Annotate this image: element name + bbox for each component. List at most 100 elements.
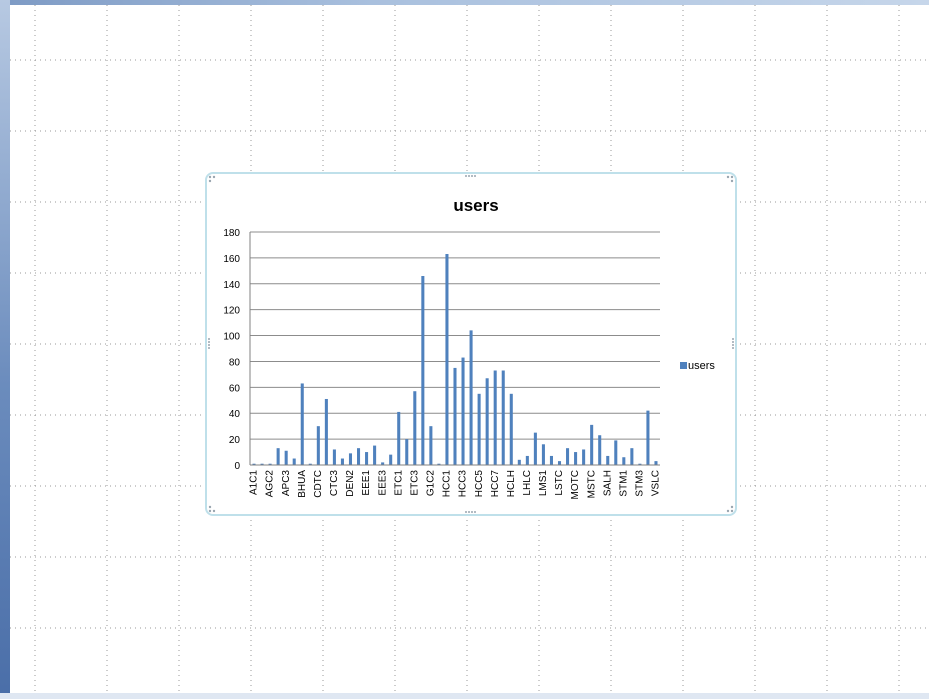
y-tick-label: 40 — [229, 409, 241, 420]
bar — [308, 463, 312, 465]
x-tick-label: CDTC — [313, 470, 324, 498]
handle-right-center[interactable] — [732, 338, 734, 349]
bar — [477, 393, 481, 465]
sheet-gridlines — [10, 5, 929, 693]
handle-bottom-center[interactable] — [465, 511, 476, 513]
handle-bottom-right-dot — [726, 509, 730, 513]
handle-top-center[interactable] — [465, 175, 476, 177]
bar — [590, 424, 594, 465]
handle-bottom-left[interactable] — [208, 509, 212, 513]
bar — [268, 463, 272, 465]
bar — [566, 448, 570, 465]
x-axis-labels: A1C1 AGC2 APC3 BHUA CDTC CTC3 DEN2 EEE1 EEE3 ETC1… — [249, 470, 662, 500]
x-tick-label: LSTC — [554, 470, 565, 496]
x-tick-label: HCLH — [506, 470, 517, 497]
x-tick-label: EEE1 — [361, 470, 372, 496]
window-left-border — [0, 0, 10, 699]
handle-left-center[interactable] — [208, 338, 210, 349]
legend-label: users — [688, 360, 715, 372]
x-tick-label: HCC1 — [442, 470, 453, 498]
bar — [453, 367, 457, 465]
bar — [445, 254, 449, 465]
bar — [340, 458, 344, 465]
y-tick-label: 120 — [223, 306, 240, 317]
selection-handles[interactable] — [208, 175, 734, 513]
bar — [509, 393, 513, 465]
x-tick-label: MOTC — [570, 470, 581, 499]
bar — [485, 378, 489, 465]
x-tick-label: G1C2 — [426, 470, 437, 497]
bar — [381, 462, 385, 465]
bar — [646, 410, 650, 465]
bar — [276, 448, 280, 465]
chart-container[interactable]: users 0 20 40 60 80 100 120 140 160 180 A1C1 AGC2 A… — [205, 172, 737, 516]
x-tick-label: CTC3 — [329, 470, 340, 497]
x-tick-label: A1C1 — [249, 470, 260, 495]
x-tick-label: HCC5 — [474, 470, 485, 498]
chart-title: users — [453, 196, 498, 215]
bar — [429, 426, 433, 465]
bar — [421, 276, 425, 465]
handle-bottom-right-dot — [730, 505, 734, 509]
handle-bottom-right[interactable] — [730, 509, 734, 513]
bars — [252, 254, 658, 465]
handle-top-left[interactable] — [208, 175, 212, 179]
x-tick-label: HCC7 — [490, 470, 501, 498]
bar — [365, 452, 369, 465]
bar — [654, 461, 658, 465]
bar — [630, 448, 634, 465]
bar — [517, 459, 521, 465]
x-tick-label: HCC3 — [458, 470, 469, 498]
bar — [292, 458, 296, 465]
bar — [533, 432, 537, 465]
x-tick-label: MSTC — [586, 470, 597, 498]
x-tick-label: BHUA — [297, 470, 308, 498]
x-tick-label: LHLC — [522, 470, 533, 496]
bar — [405, 439, 409, 465]
bar — [324, 398, 328, 465]
handle-top-left-dot — [208, 179, 212, 183]
window-bottom-border — [0, 693, 929, 699]
bar — [284, 450, 288, 465]
bar — [549, 455, 553, 465]
bar — [557, 461, 562, 465]
y-tick-label: 20 — [229, 435, 241, 446]
handle-top-right-dot — [730, 179, 734, 183]
x-tick-label: DEN2 — [345, 470, 356, 497]
handle-top-right[interactable] — [730, 175, 734, 179]
bar — [622, 457, 626, 465]
x-tick-label: EEE3 — [377, 470, 388, 496]
window-top-border — [0, 0, 929, 5]
x-tick-label: STM1 — [618, 470, 629, 497]
bar — [357, 448, 361, 465]
x-tick-label: STM3 — [635, 470, 646, 497]
bar — [461, 357, 465, 465]
bar — [541, 444, 545, 465]
x-tick-label: LMS1 — [538, 470, 549, 497]
y-tick-label: 140 — [223, 280, 240, 291]
handle-bottom-left-dot — [208, 505, 212, 509]
bar — [300, 383, 304, 465]
bar — [332, 449, 336, 465]
x-tick-label: VSLC — [651, 470, 662, 496]
x-tick-label: ETC3 — [409, 470, 420, 496]
bar — [614, 440, 618, 465]
bar — [638, 463, 642, 465]
handle-bottom-left-dot — [212, 509, 216, 513]
x-tick-label: SALH — [602, 470, 613, 496]
bar — [598, 435, 602, 465]
x-tick-label: ETC1 — [393, 470, 404, 496]
y-axis-ticks: 0 20 40 60 80 100 120 140 160 180 — [223, 228, 240, 472]
x-tick-label: APC3 — [281, 470, 292, 497]
y-tick-label: 100 — [223, 332, 240, 343]
y-tick-label: 0 — [234, 461, 240, 472]
handle-top-right-dot — [726, 175, 730, 179]
bar — [606, 455, 610, 465]
bar — [397, 411, 401, 465]
legend[interactable]: users — [680, 360, 715, 372]
y-tick-label: 80 — [229, 357, 241, 368]
bar — [373, 445, 377, 465]
y-tick-label: 60 — [229, 383, 241, 394]
handle-top-left-dot — [212, 175, 216, 179]
